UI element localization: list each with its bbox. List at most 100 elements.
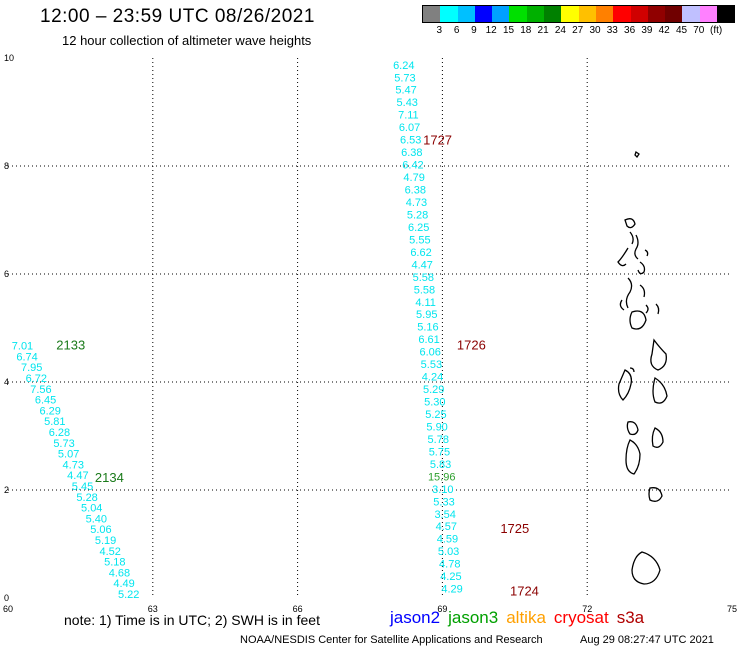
pass-time-label: 1726 <box>457 338 486 353</box>
x-tick-label: 75 <box>727 604 737 614</box>
wave-height-value: 7.01 <box>12 341 33 353</box>
wave-height-value: 5.45 <box>72 481 93 493</box>
wave-height-value: 5.06 <box>90 524 111 536</box>
legend-label: 6 <box>453 25 460 36</box>
wave-height-value: 6.29 <box>39 405 60 417</box>
wave-height-value: 5.53 <box>421 359 442 371</box>
legend-label: 45 <box>675 25 688 36</box>
legend-label: 12 <box>485 25 497 36</box>
island-outline <box>617 367 635 401</box>
island-outline <box>651 427 664 448</box>
legend-swatch <box>578 6 596 22</box>
wave-height-value: 5.19 <box>95 535 116 547</box>
legend-swatch <box>613 6 631 22</box>
wave-height-value: 5.04 <box>81 503 102 515</box>
wave-height-value: 7.56 <box>30 384 51 396</box>
wave-height-value: 5.18 <box>104 557 125 569</box>
legend-swatch <box>457 6 475 22</box>
wave-height-value: 6.24 <box>393 60 414 72</box>
legend-label: 42 <box>658 25 670 36</box>
pass-time-label: 2134 <box>95 470 124 485</box>
wave-height-value: 5.28 <box>407 209 428 221</box>
satellite-legend: jason2 jason3 altika cryosat s3a <box>390 608 652 628</box>
wave-height-value: 6.06 <box>420 347 441 359</box>
y-tick-label: 10 <box>4 53 14 63</box>
legend-swatch <box>526 6 545 22</box>
wave-height-value: 5.29 <box>423 384 444 396</box>
legend-label: 21 <box>537 25 549 36</box>
legend-label: 15 <box>502 25 515 36</box>
island-outline <box>648 487 663 502</box>
wave-height-value: 4.24 <box>422 372 443 384</box>
wave-height-value: 6.45 <box>35 395 56 407</box>
wave-height-value: 4.73 <box>406 197 427 209</box>
legend-label: 18 <box>520 25 532 36</box>
map-title: 12:00 – 23:59 UTC 08/26/2021 <box>40 6 315 27</box>
legend-swatch <box>423 6 441 22</box>
island-outline <box>619 277 647 330</box>
maldives-coastline <box>617 150 668 585</box>
wave-height-value: 4.11 <box>415 297 436 309</box>
island-outline <box>634 234 649 275</box>
pass-time-label: 1727 <box>423 132 452 147</box>
wave-height-value: 4.68 <box>109 567 130 579</box>
y-tick-label: 6 <box>4 269 9 279</box>
legend-swatch <box>474 6 493 22</box>
wave-height-value: 5.83 <box>430 459 451 471</box>
legend-label: 33 <box>606 25 618 36</box>
wave-height-value: 7.11 <box>398 110 419 122</box>
wave-height-value: 5.58 <box>414 284 435 296</box>
timestamp-text: Aug 29 08:27:47 UTC 2021 <box>580 634 714 646</box>
wave-height-value: 6.42 <box>402 160 423 172</box>
x-tick-label: 60 <box>3 604 13 614</box>
satellite-name: jason3 <box>448 608 499 627</box>
wave-height-value: 5.90 <box>426 421 447 433</box>
wave-height-value: 5.95 <box>416 309 437 321</box>
wave-height-value: 4.49 <box>113 578 134 590</box>
wave-height-value: 5.03 <box>438 546 459 558</box>
wave-height-value: 5.40 <box>86 513 107 525</box>
wave-height-value: 3.10 <box>432 484 453 496</box>
legend-label: 27 <box>572 25 584 36</box>
wave-height-value: 6.38 <box>401 147 422 159</box>
legend-label: (ft) <box>709 25 723 36</box>
island-outline <box>639 284 660 315</box>
island-outline <box>634 150 640 159</box>
wave-height-value: 4.47 <box>411 259 432 271</box>
satellite-name: s3a <box>616 608 645 627</box>
wave-height-value: 5.43 <box>397 97 418 109</box>
legend-label: 30 <box>589 25 601 36</box>
island-outline <box>652 377 668 404</box>
wave-height-value: 4.79 <box>403 172 424 184</box>
pass-time-label: 1725 <box>500 521 529 536</box>
wave-height-value: 4.25 <box>440 571 461 583</box>
legend-swatch <box>647 6 666 22</box>
wave-height-value: 6.72 <box>26 373 47 385</box>
satellite-name: altika <box>506 608 546 627</box>
x-tick-label: 66 <box>293 604 303 614</box>
map-subtitle: 12 hour collection of altimeter wave hei… <box>62 33 312 48</box>
color-legend: 3 6 9 12 15 18 21 24 27 30 33 36 39 42 45 70 (ft) <box>422 5 736 37</box>
y-tick-label: 4 <box>4 377 9 387</box>
legend-swatch <box>440 6 458 22</box>
pass-time-label: 1724 <box>510 583 539 598</box>
island-outline <box>625 439 641 475</box>
wave-height-value: 5.16 <box>417 322 438 334</box>
wave-height-value: 6.53 <box>400 135 421 147</box>
legend-swatch <box>561 6 579 22</box>
wave-height-value: 4.73 <box>63 459 84 471</box>
legend-label: 70 <box>693 25 705 36</box>
wave-height-value: 15.96 <box>428 471 456 483</box>
wave-height-value: 4.29 <box>441 584 462 596</box>
legend-label: 3 <box>436 25 443 36</box>
wave-height-value: 6.07 <box>399 122 420 134</box>
legend-label: 36 <box>624 25 636 36</box>
credit-text: NOAA/NESDIS Center for Satellite Applica… <box>240 634 543 646</box>
legend-swatch <box>509 6 527 22</box>
legend-swatch <box>544 6 562 22</box>
wave-height-value: 5.81 <box>44 416 65 428</box>
legend-swatch <box>630 6 648 22</box>
wave-height-value: 5.28 <box>76 492 97 504</box>
y-tick-label: 0 <box>4 593 9 603</box>
